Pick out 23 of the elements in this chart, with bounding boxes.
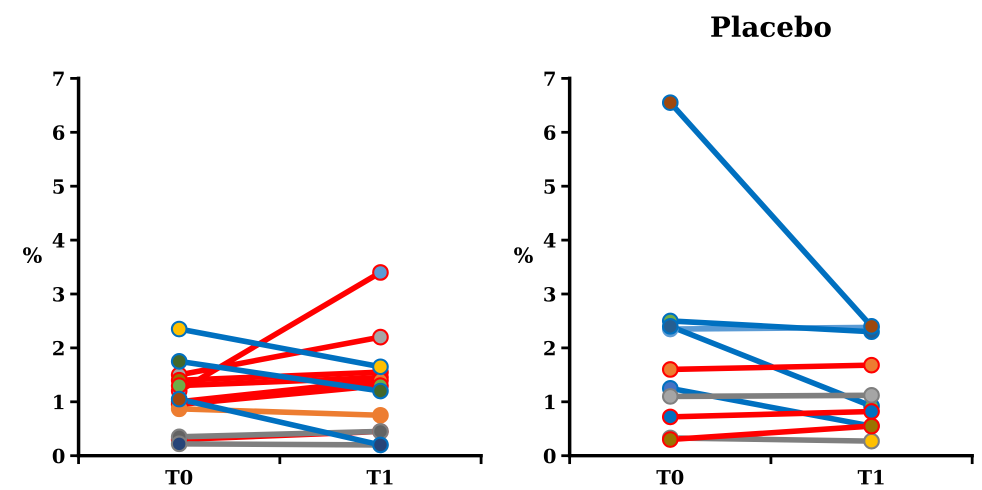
y-tick-label: 4: [544, 233, 556, 248]
x-tick-label: T1: [858, 470, 884, 484]
x-tick-label: T0: [165, 470, 192, 485]
x-tick-label: T0: [656, 470, 684, 485]
chart-title: Placebo: [711, 16, 831, 38]
y-tick-label: 0: [52, 448, 64, 464]
y-tick-label: 5: [53, 179, 64, 194]
y-tick-label: 7: [53, 72, 64, 86]
x-tick-label: T1: [366, 470, 393, 484]
y-tick-label: 1: [54, 394, 64, 410]
y-tick-label: 1: [545, 394, 555, 410]
y-tick-label: 4: [52, 233, 65, 248]
y-axis-title: %: [22, 247, 42, 264]
y-axis-title: %: [514, 247, 533, 264]
y-tick-label: 7: [544, 72, 555, 86]
y-tick-label: 5: [544, 179, 555, 194]
y-tick-label: 6: [544, 125, 556, 140]
y-tick-label: 2: [544, 340, 555, 356]
y-tick-label: 6: [53, 125, 64, 140]
y-tick-label: 0: [544, 448, 556, 464]
y-tick-label: 3: [544, 286, 556, 302]
y-tick-label: 3: [53, 286, 64, 302]
y-tick-label: 2: [53, 340, 64, 356]
